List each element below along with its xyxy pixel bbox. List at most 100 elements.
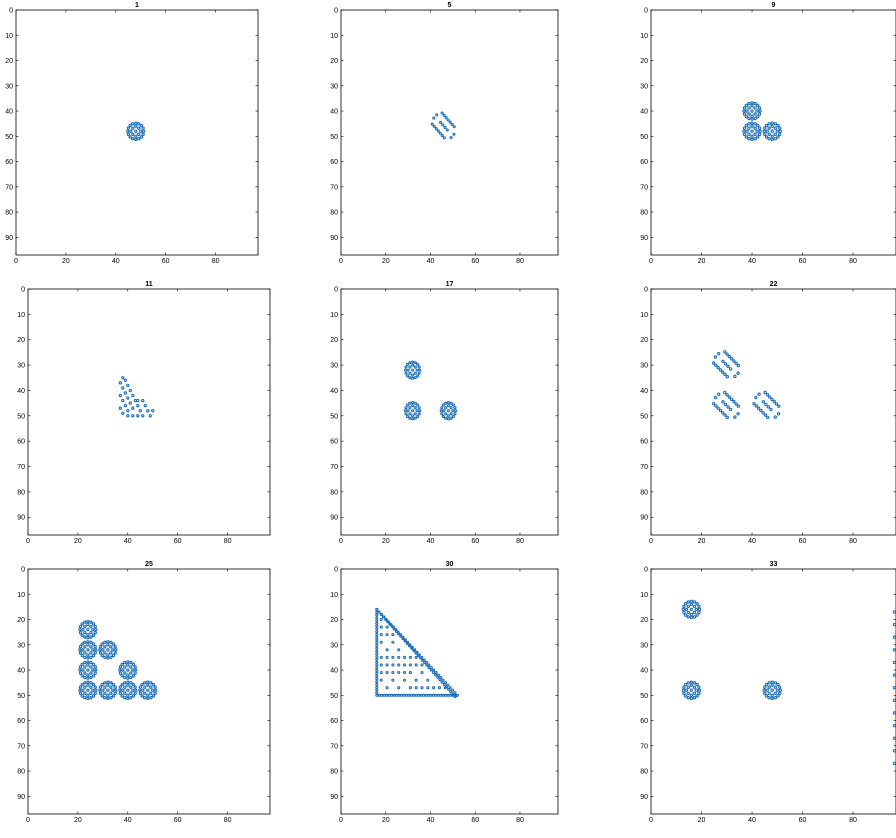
x-tick-label: 60 <box>174 817 182 824</box>
y-tick-label: 70 <box>330 184 338 191</box>
ring-point <box>444 416 448 420</box>
subplot-4: 11 0 20 40 60 80 0 10 20 30 40 50 60 70 80 90 <box>17 281 271 545</box>
ring-point <box>143 691 147 695</box>
ring-point <box>770 693 774 697</box>
ring-point <box>89 691 93 695</box>
subplot-title: 22 <box>770 281 778 288</box>
ring-point <box>146 696 150 700</box>
capsule-point <box>736 363 741 368</box>
ring-point <box>770 129 774 133</box>
y-tick-label: 50 <box>5 134 13 141</box>
ring-point <box>695 694 699 698</box>
y-tick-label: 40 <box>17 388 25 395</box>
ring-point <box>89 635 93 639</box>
x-tick-label: 60 <box>174 538 182 545</box>
y-tick-label: 0 <box>334 567 338 574</box>
cluster-point <box>141 398 145 403</box>
ring-point <box>405 374 410 378</box>
ring-point <box>133 685 137 689</box>
triangle-point <box>397 648 401 652</box>
ring-point <box>93 671 97 675</box>
ring-point <box>126 668 130 672</box>
ring-point <box>131 668 135 672</box>
ring-point <box>451 414 456 419</box>
triangle-point <box>377 610 381 614</box>
cluster-point <box>121 411 125 415</box>
ring-point <box>91 642 96 646</box>
cluster-point <box>123 378 127 382</box>
ring-point <box>453 409 458 413</box>
cluster-point <box>118 406 122 410</box>
y-tick-label: 10 <box>330 312 338 319</box>
capsule-point <box>761 400 766 404</box>
x-tick-label: 20 <box>382 258 390 265</box>
x-tick-label: 20 <box>62 258 70 265</box>
ring-point <box>83 685 87 689</box>
y-tick-label: 90 <box>330 235 338 242</box>
cluster-point <box>131 406 135 410</box>
capsule-point <box>733 415 737 419</box>
capsule-point <box>436 129 440 133</box>
y-tick-label: 40 <box>330 388 338 395</box>
ring-point <box>106 683 110 687</box>
ring-point <box>776 682 780 687</box>
ring-point <box>140 682 144 687</box>
ring-point <box>413 376 417 380</box>
ring-point <box>413 365 417 369</box>
ring-point <box>417 365 421 369</box>
capsule-point <box>766 405 771 409</box>
triangle-point <box>408 655 412 659</box>
ring-point <box>770 121 774 125</box>
ring-point <box>129 665 133 669</box>
ring-point <box>129 685 133 689</box>
ring-point <box>757 106 762 110</box>
ring-point <box>83 675 87 680</box>
ring-point <box>78 645 83 649</box>
ring-point <box>682 691 686 696</box>
ring-point <box>106 680 110 684</box>
ring-point <box>750 114 754 118</box>
ring-point <box>131 122 135 126</box>
capsule-point <box>444 116 448 120</box>
ring-point <box>413 371 417 375</box>
ring-point <box>126 673 130 677</box>
triangle-point <box>394 628 398 632</box>
ring-point <box>692 691 697 695</box>
triangle-point <box>375 646 379 650</box>
x-tick-label: 80 <box>849 538 857 545</box>
capsule-point <box>759 408 763 413</box>
triangle-point <box>375 668 379 673</box>
ring-point <box>694 607 699 612</box>
y-tick-label: 80 <box>330 769 338 776</box>
x-tick-label: 40 <box>427 538 435 545</box>
triangle-point <box>375 663 379 667</box>
ring-point <box>121 688 125 692</box>
ring-point <box>93 691 97 696</box>
axes-frame <box>15 9 259 256</box>
subplot-title: 33 <box>770 561 778 568</box>
triangle-point <box>391 670 395 675</box>
capsule-point <box>714 363 718 368</box>
capsule-point <box>754 404 759 408</box>
ring-point <box>745 129 749 133</box>
ring-point <box>93 624 97 629</box>
ring-point <box>80 682 84 687</box>
ring-point <box>98 685 103 689</box>
ring-point <box>111 642 116 646</box>
ring-point <box>131 137 135 141</box>
ring-point <box>778 691 782 696</box>
ring-point <box>682 610 686 615</box>
ring-point <box>129 691 133 695</box>
cluster-point <box>123 391 127 395</box>
ring-point <box>756 135 760 139</box>
x-tick-label: 20 <box>74 817 82 824</box>
ring-point <box>83 640 87 645</box>
ring-point <box>686 615 691 619</box>
ring-point <box>78 651 83 655</box>
capsule-point <box>438 120 443 124</box>
ring-point <box>139 123 144 128</box>
y-tick-label: 40 <box>330 109 338 116</box>
ring-point <box>86 636 90 640</box>
triangle-point <box>447 687 451 691</box>
capsule-point <box>441 123 445 127</box>
